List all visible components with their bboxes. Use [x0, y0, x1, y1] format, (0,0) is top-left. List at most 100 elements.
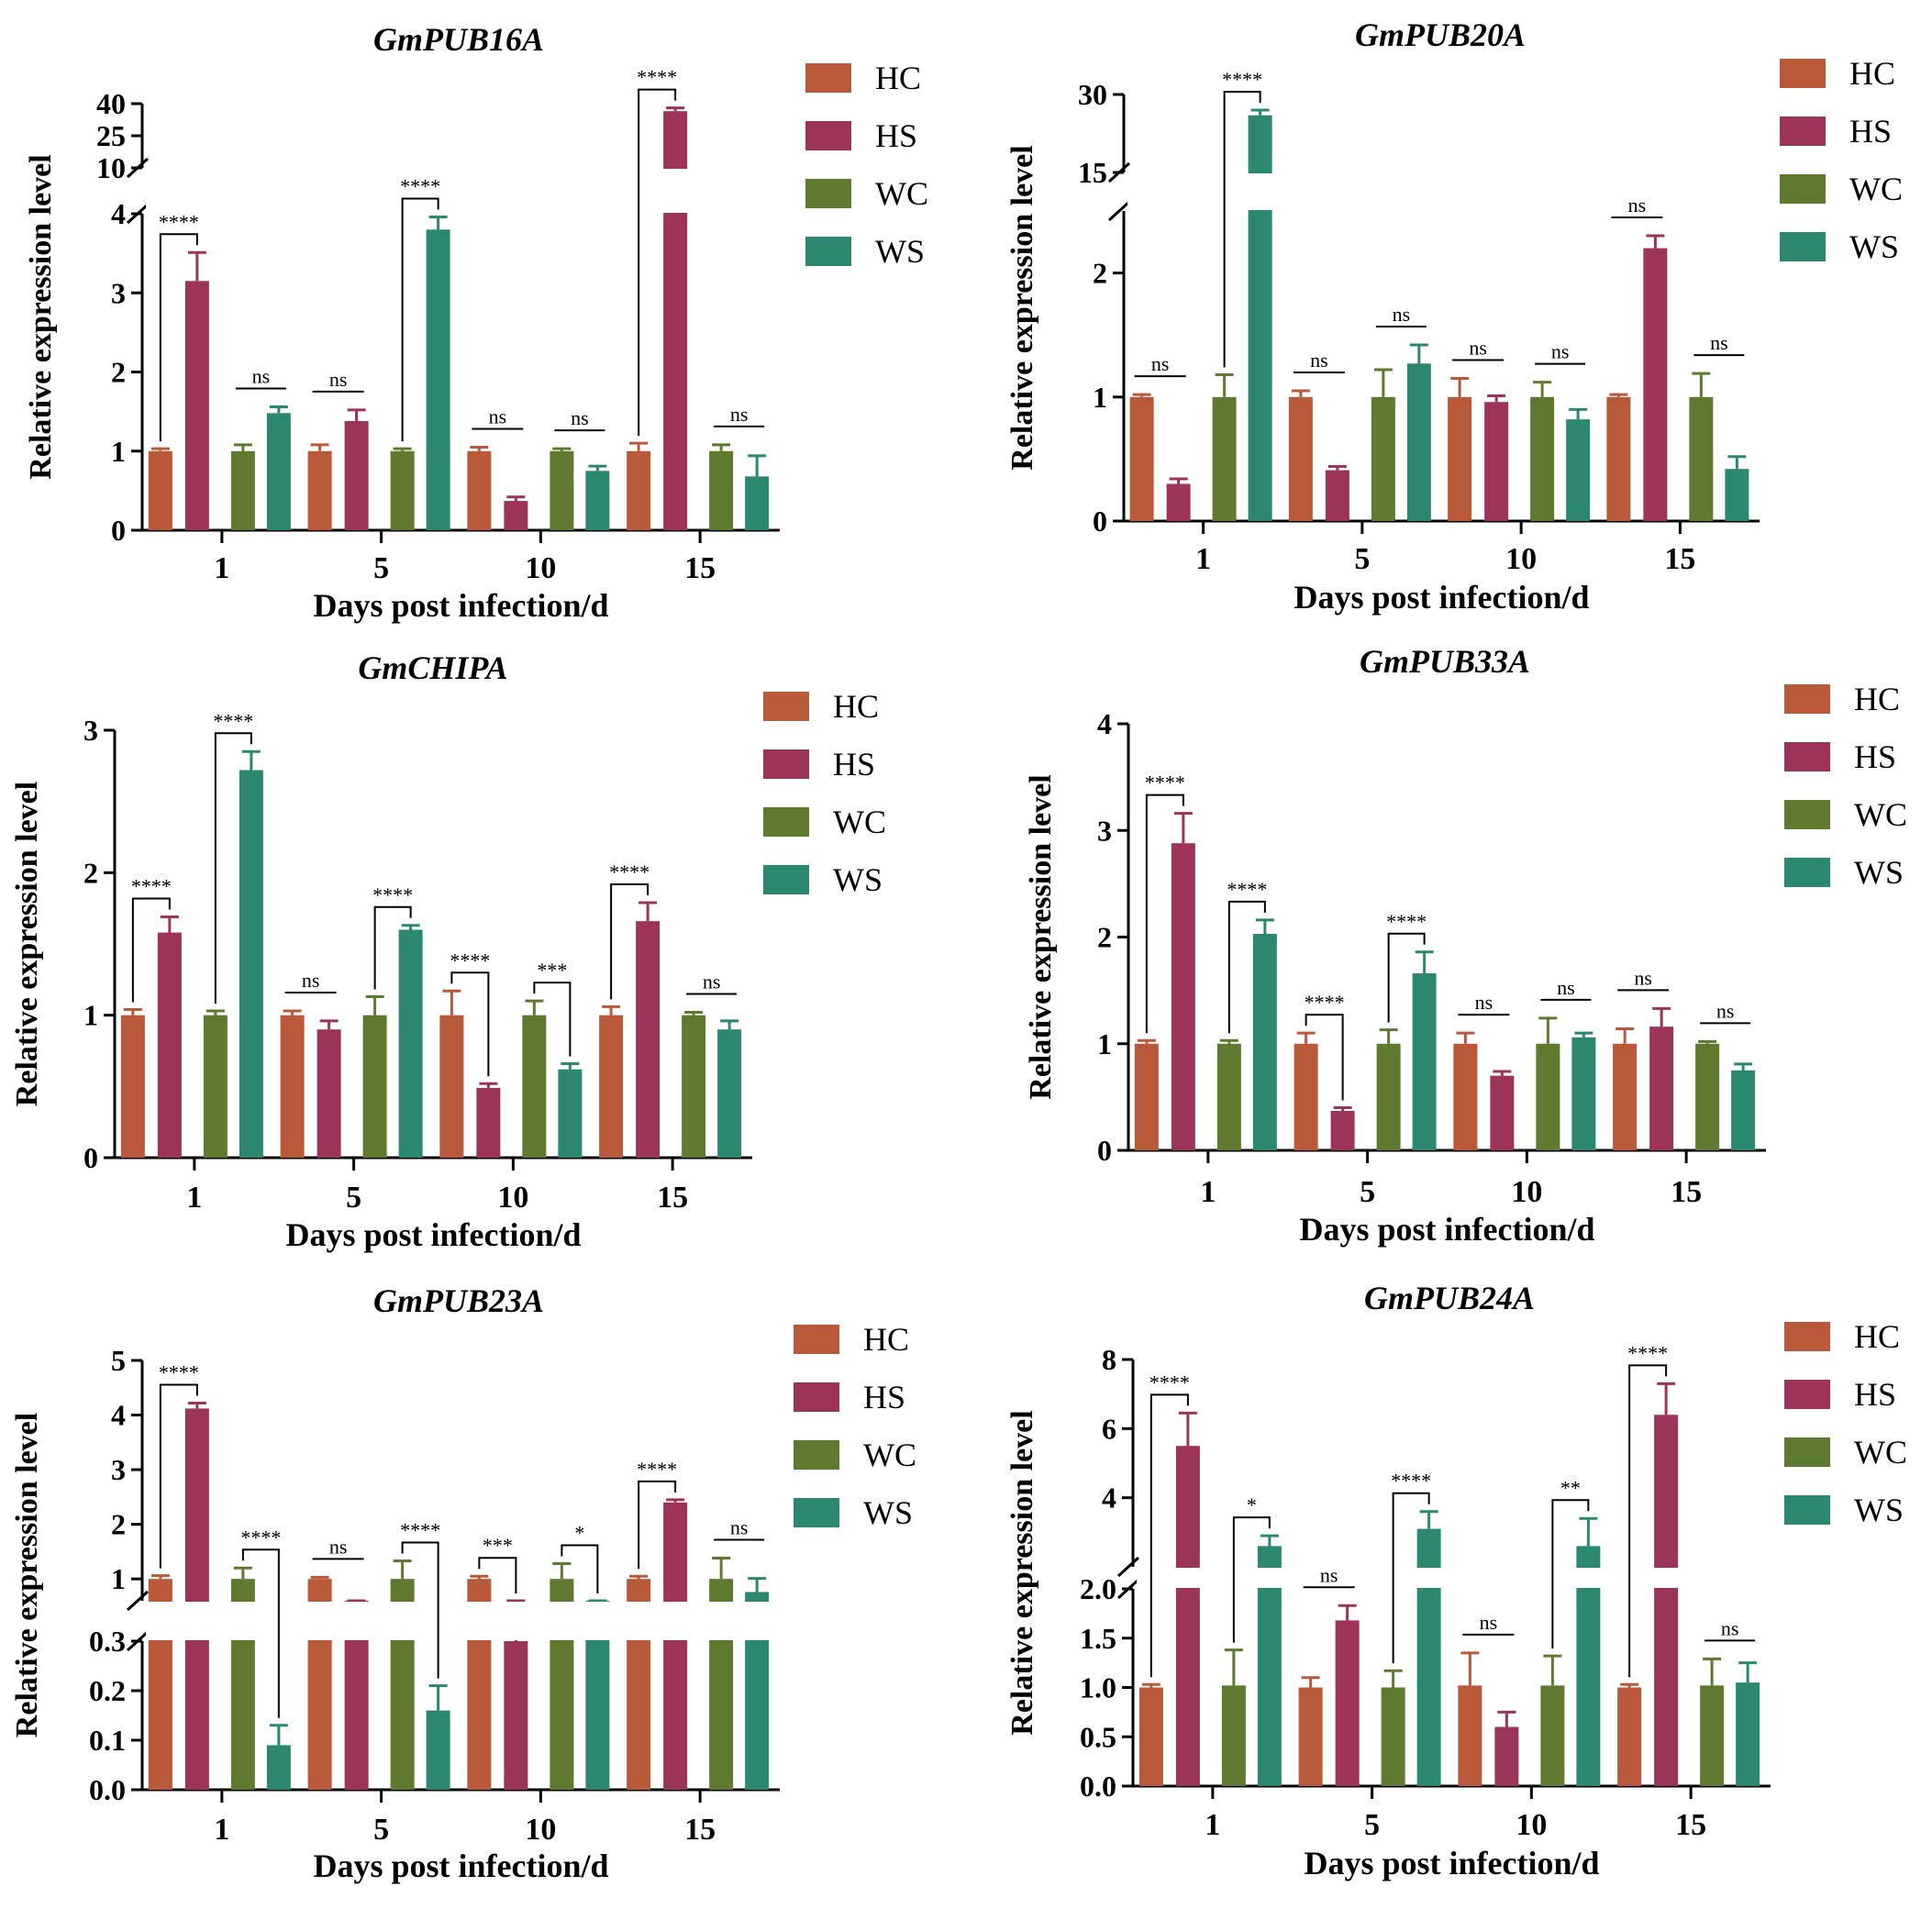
legend-swatch-wc [1780, 174, 1826, 204]
significance-label: **** [1627, 1341, 1668, 1364]
x-tick-label: 15 [684, 551, 716, 585]
significance-label: ns [329, 368, 348, 391]
significance-bracket [1149, 1393, 1189, 1678]
axis-break-gap [1137, 1568, 1771, 1588]
chart-panel-5: GmPUB23A Relative expression level Days po… [10, 1282, 916, 1884]
significance-bracket [638, 1480, 677, 1570]
x-tick-label: 10 [525, 1813, 556, 1847]
significance-label: **** [131, 874, 172, 897]
axis-break-gap [1127, 173, 1760, 210]
legend-swatch-ws [1780, 232, 1826, 261]
significance-label: **** [159, 210, 199, 233]
bar-wc [1540, 1685, 1565, 1786]
y-tick-label: 1.5 [1080, 1622, 1116, 1655]
y-tick-label: 0 [111, 514, 126, 547]
bar-hs [1654, 1415, 1679, 1786]
y-axis-label: Relative expression level [24, 154, 58, 479]
significance-label: ns [703, 971, 721, 993]
legend-label-wc: WC [1854, 796, 1907, 833]
bar-hc [1134, 1043, 1159, 1150]
x-axis-label: Days post infection/d [1299, 1211, 1594, 1248]
bar-wc [1212, 396, 1237, 521]
x-tick-label: 10 [497, 1181, 528, 1215]
bar-hc [1138, 1687, 1163, 1786]
chart-panel-2: GmPUB20A Relative expression level Days po… [1005, 17, 1903, 616]
legend-swatch-hc [1784, 1322, 1830, 1351]
bar-hs [1494, 1726, 1519, 1786]
significance-label: ns [730, 403, 749, 426]
significance-bracket [1551, 1499, 1590, 1649]
y-tick-label: 4 [1097, 707, 1112, 740]
y-tick-label: 1 [1093, 381, 1107, 414]
bar-hc [148, 450, 172, 530]
chart-title: GmPUB20A [1355, 17, 1526, 53]
significance-bracket [1628, 1364, 1668, 1678]
chart-panel-6: GmPUB24A Relative expression level Days po… [1005, 1280, 1907, 1881]
bar-hs [663, 1502, 688, 1790]
y-tick-label: 1 [111, 435, 126, 468]
legend-label-hc: HC [833, 688, 879, 725]
axis-break-mark [1116, 1578, 1140, 1600]
bar-hc [1298, 1687, 1323, 1786]
bar-hs [1330, 1110, 1355, 1150]
significance-bracket [1223, 91, 1261, 368]
bar-hs [1490, 1075, 1515, 1150]
bar-wc [362, 1015, 387, 1158]
bar-hs [1643, 248, 1668, 521]
chart-title: GmCHIPA [358, 649, 507, 686]
bar-wc [1695, 1043, 1720, 1150]
significance-bracket [610, 882, 650, 1000]
bar-hs [504, 1641, 528, 1790]
legend-swatch-ws [763, 865, 809, 894]
bar-wc [230, 450, 255, 530]
y-tick-label: 1 [83, 999, 98, 1032]
bar-hc [120, 1015, 145, 1158]
bar-hc [599, 1015, 624, 1158]
significance-bracket [1145, 794, 1184, 1034]
y-tick-label: 1.0 [1080, 1671, 1116, 1704]
bar-hc [467, 450, 492, 530]
significance-bracket [1305, 1014, 1344, 1101]
legend-label-hs: HS [1854, 738, 1896, 775]
legend-swatch-ws [1784, 1495, 1830, 1525]
significance-label: **** [400, 1519, 440, 1542]
x-tick-label: 1 [186, 1181, 202, 1215]
bar-wc [1381, 1687, 1405, 1786]
chart-panel-1: GmPUB16A Relative expression level Days po… [24, 21, 928, 624]
legend-label-wc: WC [875, 175, 928, 212]
bar-hs [1649, 1027, 1674, 1150]
bar-ws [585, 471, 610, 530]
legend-swatch-hs [805, 121, 851, 150]
axis-break-mark [126, 1590, 150, 1612]
bar-wc [682, 1015, 706, 1158]
significance-bracket [159, 1383, 198, 1569]
bar-hc [1613, 1043, 1638, 1150]
y-tick-label: 2 [83, 856, 98, 889]
significance-label: **** [1227, 878, 1267, 901]
significance-bracket [159, 233, 198, 442]
significance-label: **** [637, 1458, 677, 1481]
significance-label: **** [1149, 1371, 1190, 1393]
significance-label: ns [329, 1535, 348, 1558]
bar-wc [1376, 1043, 1401, 1150]
x-axis-label: Days post infection/d [285, 1216, 581, 1253]
significance-bracket [1387, 932, 1426, 1023]
bar-hs [476, 1087, 501, 1158]
significance-label: *** [483, 1534, 513, 1557]
significance-label: ns [1557, 976, 1575, 999]
x-tick-label: 1 [1195, 542, 1211, 576]
legend-swatch-ws [794, 1498, 839, 1527]
bar-hc [280, 1015, 305, 1158]
bar-hc [1617, 1687, 1642, 1786]
y-tick-label: 1 [111, 1562, 126, 1595]
y-axis-label: Relative expression level [1005, 1410, 1039, 1735]
significance-label: ns [1151, 352, 1170, 375]
bar-hs [1484, 402, 1509, 521]
legend-label-hs: HS [1849, 113, 1892, 150]
bar-hs [184, 1408, 209, 1790]
bar-ws [266, 1745, 291, 1790]
legend-label-wc: WC [1854, 1434, 1907, 1471]
bar-ws [1731, 1070, 1756, 1150]
legend-label-hs: HS [863, 1379, 905, 1415]
y-tick-label: 8 [1102, 1343, 1116, 1376]
